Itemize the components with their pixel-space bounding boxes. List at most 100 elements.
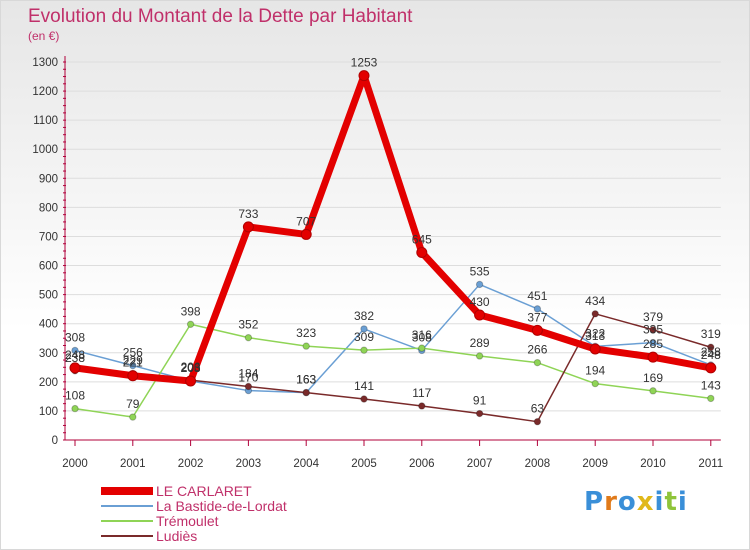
y-tick-label: 1200 bbox=[32, 86, 58, 98]
data-label: 248 bbox=[701, 348, 721, 362]
data-label: 108 bbox=[65, 389, 85, 403]
data-point bbox=[186, 320, 195, 328]
data-label: 79 bbox=[126, 397, 140, 411]
x-tick-label: 2001 bbox=[120, 458, 146, 470]
legend-label: Trémoulet bbox=[156, 513, 219, 529]
x-tick-label: 2006 bbox=[409, 458, 435, 470]
x-tick-label: 2005 bbox=[351, 458, 377, 470]
data-label: 451 bbox=[527, 289, 547, 303]
data-point bbox=[649, 326, 657, 334]
data-label: 535 bbox=[470, 264, 490, 278]
x-tick-label: 2009 bbox=[582, 458, 608, 470]
data-point bbox=[591, 310, 599, 318]
data-point bbox=[300, 228, 312, 240]
data-point bbox=[531, 324, 543, 336]
data-label: 398 bbox=[181, 304, 201, 318]
data-label: 319 bbox=[701, 327, 721, 341]
data-label: 238 bbox=[65, 351, 85, 365]
data-label: 430 bbox=[470, 295, 490, 309]
data-label: 194 bbox=[585, 364, 605, 378]
data-label: 707 bbox=[296, 214, 316, 228]
data-point bbox=[416, 246, 428, 258]
brand-letter: i bbox=[677, 487, 688, 517]
data-point bbox=[707, 394, 715, 403]
data-label: 206 bbox=[181, 360, 201, 374]
y-tick-label: 500 bbox=[39, 290, 58, 302]
data-label: 352 bbox=[238, 318, 258, 332]
brand-letter: t bbox=[664, 487, 678, 517]
brand-letter: P bbox=[584, 487, 605, 517]
data-label: 258 bbox=[701, 345, 721, 359]
y-tick-label: 0 bbox=[52, 435, 58, 447]
x-tick-label: 2011 bbox=[698, 458, 723, 470]
series-line bbox=[74, 313, 712, 423]
x-tick-label: 2000 bbox=[62, 458, 88, 470]
data-label: 229 bbox=[123, 353, 143, 367]
data-point bbox=[244, 333, 253, 342]
x-tick-label: 2004 bbox=[293, 458, 319, 470]
data-point bbox=[707, 343, 715, 351]
data-label: 322 bbox=[585, 326, 605, 340]
brand-letter: x bbox=[636, 487, 655, 517]
brand-letter: o bbox=[617, 487, 637, 517]
data-point bbox=[302, 388, 310, 397]
brand-logo: Proxiti bbox=[584, 487, 688, 517]
data-point bbox=[71, 404, 79, 413]
data-label: 170 bbox=[238, 371, 258, 385]
data-label: 733 bbox=[238, 207, 258, 221]
legend-label: Ludiès bbox=[156, 528, 198, 544]
legend-swatch bbox=[101, 520, 153, 522]
data-label: 221 bbox=[123, 356, 143, 370]
data-point bbox=[533, 417, 542, 426]
data-label: 335 bbox=[643, 323, 663, 337]
y-tick-label: 1300 bbox=[32, 57, 58, 69]
data-label: 117 bbox=[412, 386, 431, 400]
data-point bbox=[705, 362, 717, 374]
data-label: 248 bbox=[65, 348, 85, 362]
series-line bbox=[74, 323, 711, 418]
data-label: 316 bbox=[412, 328, 432, 342]
data-label: 289 bbox=[470, 336, 490, 350]
data-label: 184 bbox=[238, 366, 258, 380]
y-tick-label: 600 bbox=[39, 261, 58, 273]
x-tick-label: 2008 bbox=[525, 458, 551, 470]
data-label: 163 bbox=[296, 373, 316, 387]
y-tick-label: 100 bbox=[39, 406, 58, 418]
data-label: 143 bbox=[701, 378, 721, 392]
data-point bbox=[127, 370, 139, 382]
data-point bbox=[358, 70, 370, 82]
data-point bbox=[360, 325, 368, 333]
y-tick-label: 300 bbox=[39, 348, 58, 360]
legend-label: LE CARLARET bbox=[156, 483, 252, 499]
data-label: 91 bbox=[473, 394, 487, 408]
data-label: 377 bbox=[527, 310, 547, 324]
legend-swatch bbox=[101, 535, 153, 537]
data-label: 163 bbox=[296, 373, 316, 387]
legend-swatch bbox=[101, 487, 153, 495]
y-tick-label: 400 bbox=[39, 319, 58, 331]
series-line bbox=[74, 72, 712, 385]
data-point bbox=[647, 351, 659, 363]
data-point bbox=[242, 221, 254, 233]
data-point bbox=[302, 342, 310, 350]
chart-title: Evolution du Montant de la Dette par Hab… bbox=[28, 6, 413, 27]
data-point bbox=[71, 346, 79, 355]
y-tick-label: 1000 bbox=[32, 144, 58, 156]
data-label: 323 bbox=[296, 326, 316, 340]
data-point bbox=[589, 343, 601, 355]
data-point bbox=[418, 402, 426, 410]
legend-swatch bbox=[101, 505, 153, 507]
data-point bbox=[475, 280, 484, 289]
data-label: 382 bbox=[354, 309, 374, 323]
data-label: 63 bbox=[531, 402, 545, 416]
data-point bbox=[649, 387, 657, 395]
data-label: 285 bbox=[643, 337, 663, 351]
data-point bbox=[474, 309, 486, 321]
data-point bbox=[360, 346, 368, 354]
legend-label: La Bastide-de-Lordat bbox=[156, 498, 287, 514]
y-tick-label: 800 bbox=[39, 202, 58, 214]
data-label: 169 bbox=[643, 371, 663, 385]
data-label: 308 bbox=[412, 330, 432, 344]
